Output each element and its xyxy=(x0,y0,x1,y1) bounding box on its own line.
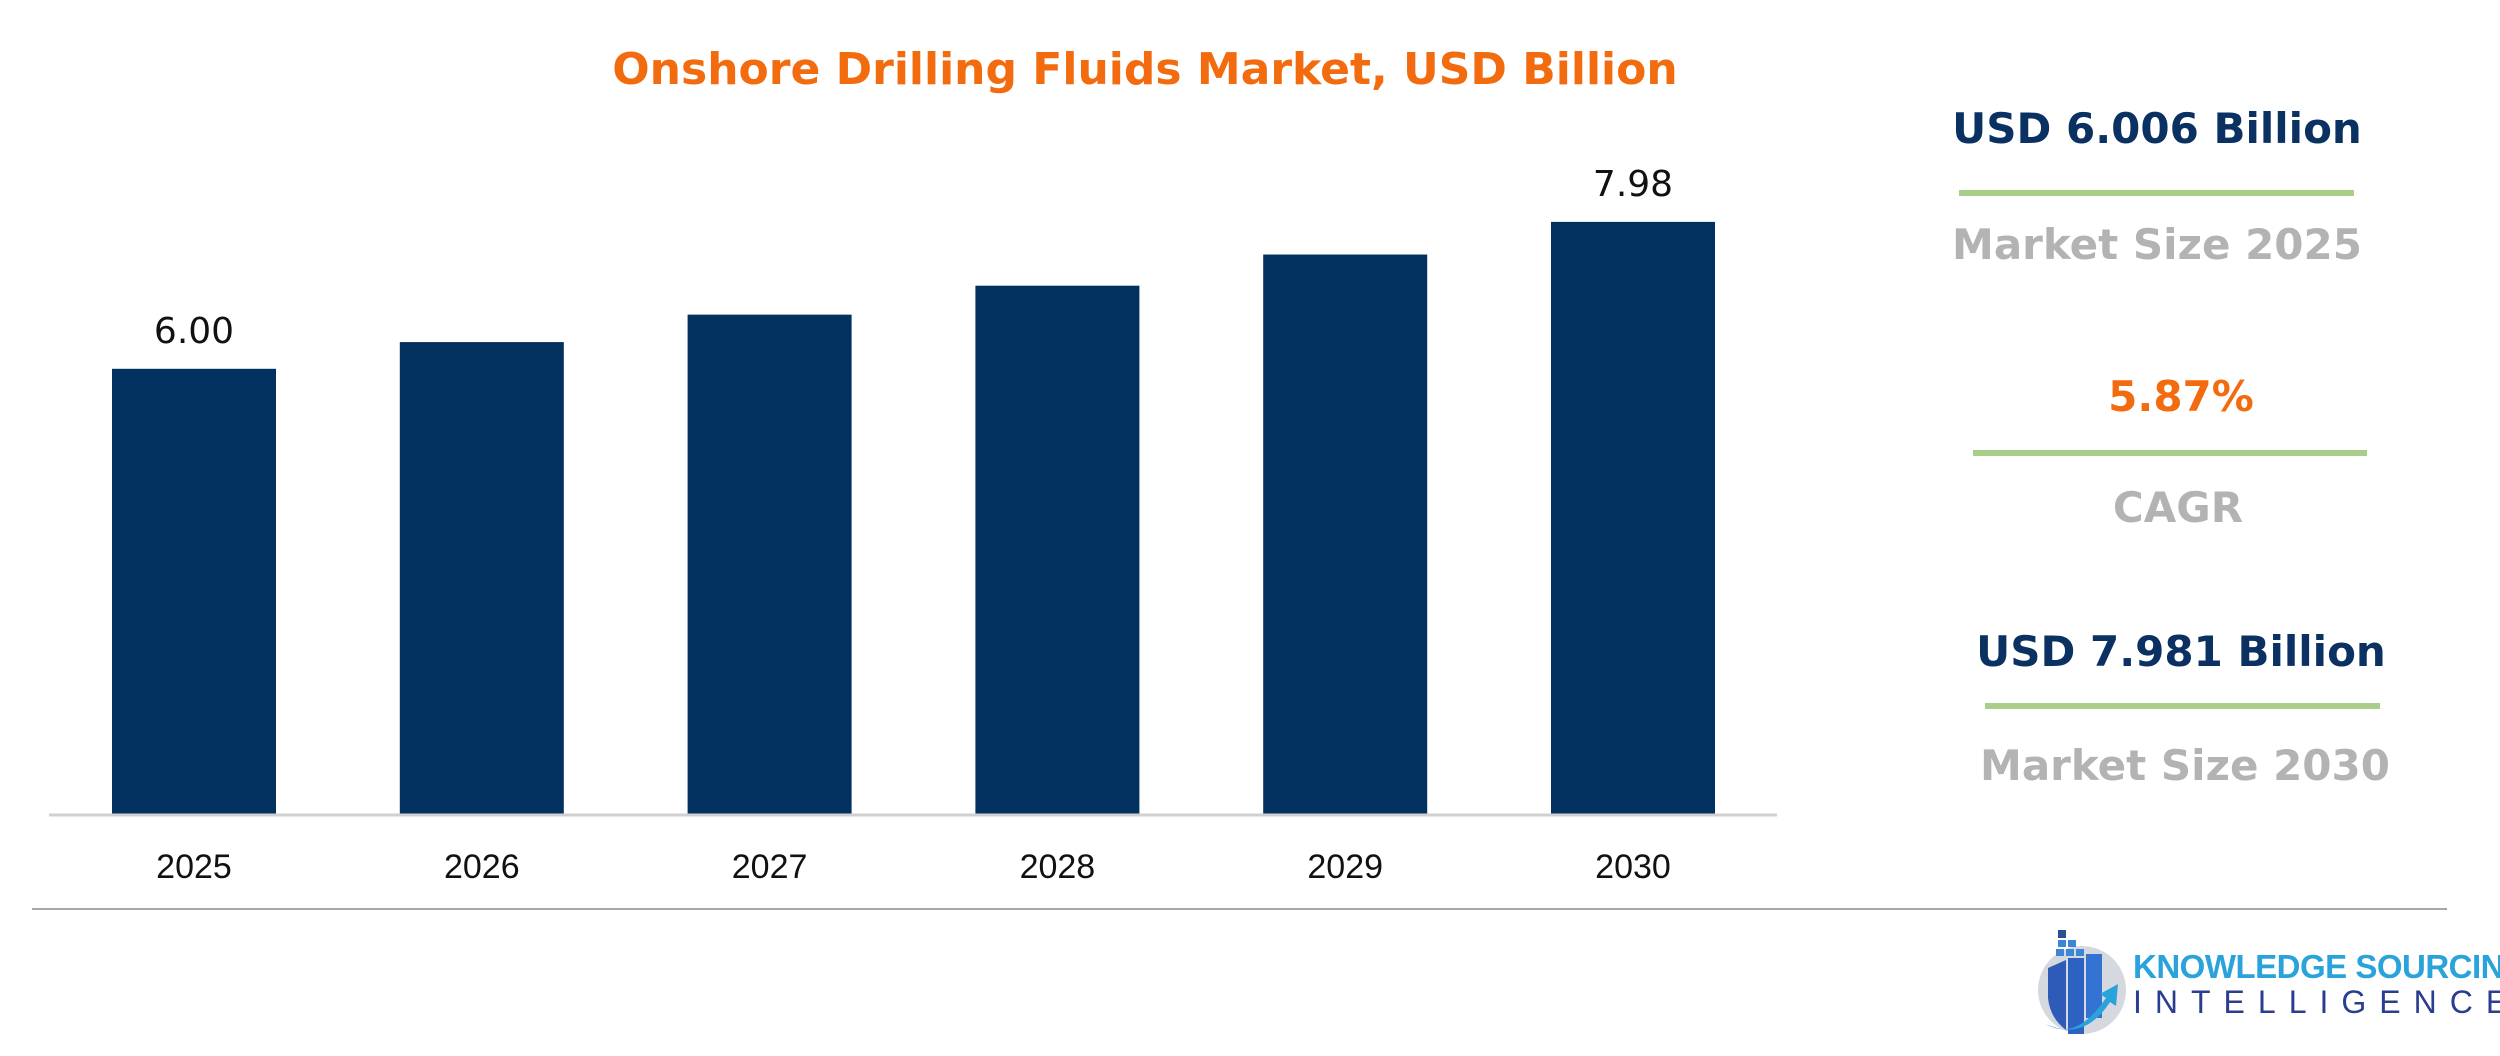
data-label: 7.98 xyxy=(1593,164,1673,205)
bar-2026 xyxy=(399,342,564,814)
bar-2027 xyxy=(687,314,852,814)
x-tick-label: 2028 xyxy=(1020,848,1096,886)
bar-2025 xyxy=(112,368,276,814)
stat-market-size-2025-value: USD 6.006 Billion xyxy=(1952,104,2362,153)
divider-line xyxy=(1959,190,2354,196)
bar-2030 xyxy=(1551,221,1715,814)
bar-chart: 2025 6.00 2026 2027 2028 2029 2030 7.98 xyxy=(49,164,1777,886)
stat-market-size-2025-label: Market Size 2025 xyxy=(1952,220,2362,269)
data-label: 6.00 xyxy=(154,311,234,352)
logo-icon xyxy=(2038,930,2126,1034)
footer-divider xyxy=(32,908,2447,910)
stat-market-size-2030-label: Market Size 2030 xyxy=(1980,741,2390,790)
stat-cagr-label: CAGR xyxy=(2112,483,2244,532)
x-tick-label: 2026 xyxy=(444,848,520,886)
bar-2028 xyxy=(975,285,1140,814)
bar-2029 xyxy=(1263,254,1428,815)
x-tick-label: 2025 xyxy=(156,848,232,886)
divider-line xyxy=(1985,703,2380,709)
x-tick-label: 2027 xyxy=(732,848,808,886)
logo-text-line2: INTELLIGENCE xyxy=(2133,984,2500,1020)
x-tick-label: 2029 xyxy=(1307,848,1383,886)
x-tick-label: 2030 xyxy=(1595,848,1671,886)
chart-title: Onshore Drilling Fluids Market, USD Bill… xyxy=(612,44,1678,95)
logo-text-line1: KNOWLEDGE SOURCING xyxy=(2133,948,2500,985)
stat-market-size-2030-value: USD 7.981 Billion xyxy=(1976,627,2386,676)
stat-cagr-value: 5.87% xyxy=(2108,372,2254,421)
divider-line xyxy=(1973,450,2367,456)
